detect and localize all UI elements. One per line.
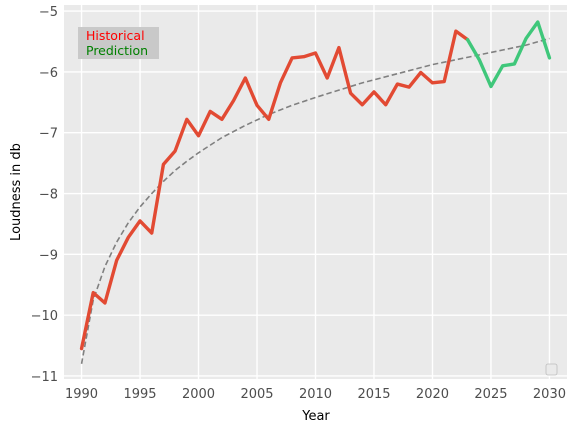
series-line-trend <box>80 37 550 364</box>
x-tick-label: 2005 <box>240 387 273 402</box>
y-tick-label: −6 <box>39 66 58 81</box>
y-tick-label: −10 <box>31 309 58 324</box>
x-tick-label: 2015 <box>357 387 390 402</box>
legend-prediction-text: Prediction <box>86 43 148 58</box>
x-tick-label: 1995 <box>123 387 156 402</box>
y-tick-label: −7 <box>39 127 58 142</box>
series-line-prediction <box>465 20 552 89</box>
legend-historical-text: Historical <box>86 28 145 43</box>
y-tick-labels: −11 −10 −9 −8 −7 −6 −5 <box>31 5 58 385</box>
empty-legend-marker <box>545 363 558 376</box>
x-tick-label: 2010 <box>299 387 332 402</box>
y-tick-label: −8 <box>39 188 58 203</box>
x-tick-label: 2000 <box>182 387 215 402</box>
y-tick-label: −9 <box>39 248 58 263</box>
x-tick-label: 1990 <box>65 387 98 402</box>
x-axis-label: Year <box>301 409 330 424</box>
text-legend-box: Historical Prediction <box>78 27 159 59</box>
x-tick-labels: 1990 1995 2000 2005 2010 2015 2020 2025 2030 <box>65 387 566 402</box>
x-tick-label: 2020 <box>416 387 449 402</box>
y-tick-label: −11 <box>31 370 58 385</box>
y-axis-label: Loudness in db <box>9 143 24 241</box>
x-tick-label: 2030 <box>533 387 566 402</box>
series-layer <box>79 20 552 364</box>
legend-box-background <box>78 27 159 59</box>
grid-lines <box>64 5 567 379</box>
series-line-historical <box>79 29 470 351</box>
y-tick-label: −5 <box>39 5 58 20</box>
x-tick-label: 2025 <box>474 387 507 402</box>
